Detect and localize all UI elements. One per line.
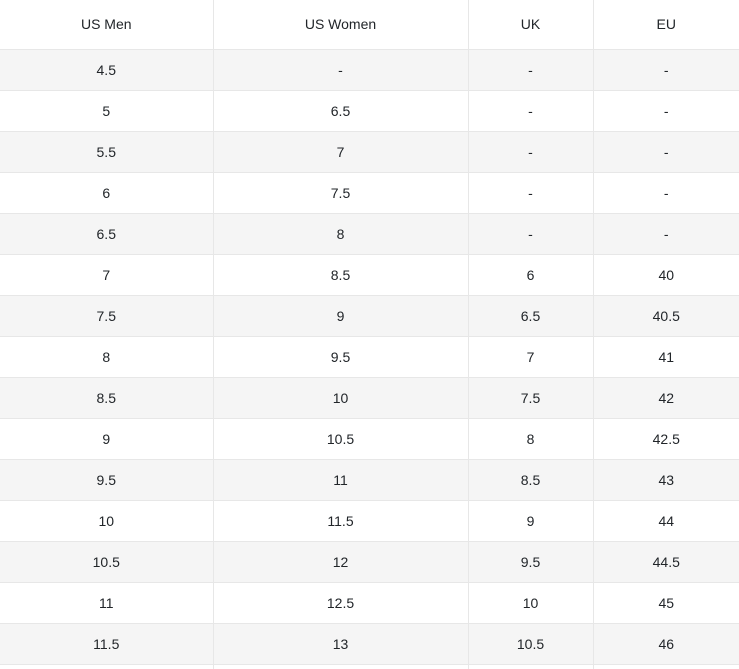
table-row: 10 11.5 9 44 xyxy=(0,500,739,542)
table-cell xyxy=(593,664,739,669)
table-cell: 46 xyxy=(593,623,739,665)
table-cell xyxy=(468,664,594,669)
table-cell: 9.5 xyxy=(213,336,469,378)
table-cell: 7.5 xyxy=(213,172,469,214)
table-cell: 9 xyxy=(0,418,214,460)
table-cell: - xyxy=(468,90,594,132)
table-cell: - xyxy=(213,49,469,91)
table-row-partial xyxy=(0,664,739,669)
table-cell: 6.5 xyxy=(0,213,214,255)
table-cell: 42.5 xyxy=(593,418,739,460)
table-cell: 44 xyxy=(593,500,739,542)
table-cell: 7 xyxy=(468,336,594,378)
table-cell: 7 xyxy=(213,131,469,173)
table-cell: - xyxy=(468,172,594,214)
table-cell: 7.5 xyxy=(468,377,594,419)
table-row: 7.5 9 6.5 40.5 xyxy=(0,295,739,337)
table-cell: 10.5 xyxy=(213,418,469,460)
table-cell: 12.5 xyxy=(213,582,469,624)
table-cell: - xyxy=(593,213,739,255)
table-cell: 41 xyxy=(593,336,739,378)
table-cell: 11.5 xyxy=(213,500,469,542)
table-cell: 6.5 xyxy=(468,295,594,337)
table-row: 11.5 13 10.5 46 xyxy=(0,623,739,665)
table-cell: 40.5 xyxy=(593,295,739,337)
table-row: 10.5 12 9.5 44.5 xyxy=(0,541,739,583)
table-row: 8 9.5 7 41 xyxy=(0,336,739,378)
table-cell: 11 xyxy=(213,459,469,501)
table-cell: 7.5 xyxy=(0,295,214,337)
table-cell: 5 xyxy=(0,90,214,132)
table-cell: 5.5 xyxy=(0,131,214,173)
table-cell: 6.5 xyxy=(213,90,469,132)
table-cell: - xyxy=(468,213,594,255)
table-cell: 6 xyxy=(468,254,594,296)
table-cell: 42 xyxy=(593,377,739,419)
table-header: US Men US Women UK EU xyxy=(0,0,739,50)
table-row: 6.5 8- - xyxy=(0,213,739,255)
column-header-eu: EU xyxy=(593,0,739,50)
table-cell xyxy=(0,664,214,669)
table-cell: 12 xyxy=(213,541,469,583)
table-cell: 10 xyxy=(0,500,214,542)
table-cell: - xyxy=(593,90,739,132)
table-cell: 45 xyxy=(593,582,739,624)
table-cell: 6 xyxy=(0,172,214,214)
table-cell: - xyxy=(468,131,594,173)
table-cell: 44.5 xyxy=(593,541,739,583)
table-row: 4.5- - - xyxy=(0,49,739,91)
table-cell: 8 xyxy=(0,336,214,378)
table-cell: 9.5 xyxy=(468,541,594,583)
table-cell: 4.5 xyxy=(0,49,214,91)
column-header-us-women: US Women xyxy=(213,0,469,50)
table-cell: 10.5 xyxy=(468,623,594,665)
table-cell: 13 xyxy=(213,623,469,665)
table-row: 11 12.5 10 45 xyxy=(0,582,739,624)
table-cell: - xyxy=(593,172,739,214)
table-cell: 9.5 xyxy=(0,459,214,501)
table-row: 5 6.5- - xyxy=(0,90,739,132)
table-row: 9.5 11 8.5 43 xyxy=(0,459,739,501)
table-cell: 8.5 xyxy=(0,377,214,419)
table-cell: 11 xyxy=(0,582,214,624)
header-row: US Men US Women UK EU xyxy=(0,0,739,50)
table-cell: 10 xyxy=(213,377,469,419)
table-cell: 43 xyxy=(593,459,739,501)
table-cell: 11.5 xyxy=(0,623,214,665)
table-cell: 8.5 xyxy=(468,459,594,501)
table-cell: 7 xyxy=(0,254,214,296)
table-row: 7 8.5 6 40 xyxy=(0,254,739,296)
table-cell: 9 xyxy=(468,500,594,542)
table-cell: 10 xyxy=(468,582,594,624)
table-cell: 8 xyxy=(213,213,469,255)
table-cell: - xyxy=(593,49,739,91)
table-row: 5.5 7- - xyxy=(0,131,739,173)
table-body: 4.5- - -5 6.5- -5.5 7- -6 7.5- -6.5 8- -7 8.5 6 40 7.5… xyxy=(0,49,739,669)
column-header-uk: UK xyxy=(468,0,594,50)
table-row: 8.5 10 7.5 42 xyxy=(0,377,739,419)
table-cell: 8 xyxy=(468,418,594,460)
table-row: 6 7.5- - xyxy=(0,172,739,214)
table-cell: 10.5 xyxy=(0,541,214,583)
column-header-us-men: US Men xyxy=(0,0,214,50)
table-cell xyxy=(213,664,469,669)
table-cell: 8.5 xyxy=(213,254,469,296)
table-cell: - xyxy=(468,49,594,91)
table-row: 9 10.5 8 42.5 xyxy=(0,418,739,460)
table-cell: 9 xyxy=(213,295,469,337)
table-cell: - xyxy=(593,131,739,173)
table-cell: 40 xyxy=(593,254,739,296)
